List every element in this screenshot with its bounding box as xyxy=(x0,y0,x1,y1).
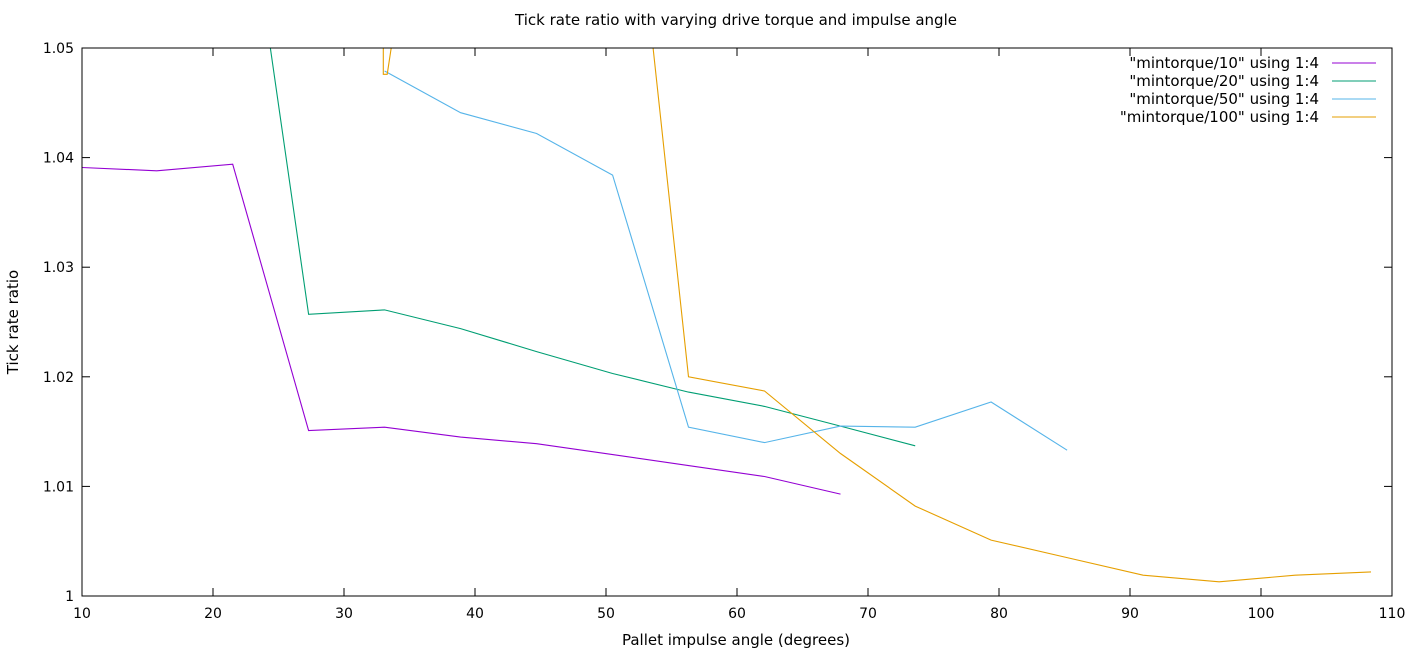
chart-title: Tick rate ratio with varying drive torqu… xyxy=(514,11,957,29)
series-line-4 xyxy=(382,48,1372,583)
series-layer xyxy=(82,48,1372,583)
x-tick-label: 40 xyxy=(466,606,484,622)
x-tick-label: 100 xyxy=(1248,606,1275,622)
ticks-layer xyxy=(81,47,1393,597)
y-tick-label: 1.01 xyxy=(43,479,74,495)
y-axis-label: Tick rate ratio xyxy=(4,270,22,375)
x-tick-label: 90 xyxy=(1121,606,1139,622)
x-tick-label: 60 xyxy=(728,606,746,622)
legend-label-1: "mintorque/10" using 1:4 xyxy=(1129,54,1319,72)
x-tick-label: 50 xyxy=(597,606,615,622)
x-tick-label: 10 xyxy=(73,606,91,622)
y-tick-labels: 1 1.01 1.02 1.03 1.04 1.05 xyxy=(43,41,74,605)
y-tick-label: 1.05 xyxy=(43,41,74,57)
legend: "mintorque/10" using 1:4"mintorque/20" u… xyxy=(1120,54,1376,126)
x-tick-label: 70 xyxy=(859,606,877,622)
y-tick-label: 1.02 xyxy=(43,370,74,386)
x-tick-label: 80 xyxy=(990,606,1008,622)
series-line-2 xyxy=(269,48,916,447)
y-tick-label: 1.04 xyxy=(43,151,74,167)
x-tick-label: 20 xyxy=(204,606,222,622)
plot-frame xyxy=(81,47,1393,597)
legend-label-3: "mintorque/50" using 1:4 xyxy=(1129,90,1319,108)
series-line-1 xyxy=(82,163,841,495)
series-line-3 xyxy=(384,70,1068,451)
legend-label-4: "mintorque/100" using 1:4 xyxy=(1120,108,1319,126)
y-tick-label: 1 xyxy=(65,589,74,605)
y-tick-label: 1.03 xyxy=(43,260,74,276)
legend-label-2: "mintorque/20" using 1:4 xyxy=(1129,72,1319,90)
x-axis-label: Pallet impulse angle (degrees) xyxy=(622,631,850,649)
x-tick-labels: 10 20 30 40 50 60 70 80 90 100 110 xyxy=(73,606,1405,622)
x-tick-label: 30 xyxy=(335,606,353,622)
x-tick-label: 110 xyxy=(1379,606,1406,622)
